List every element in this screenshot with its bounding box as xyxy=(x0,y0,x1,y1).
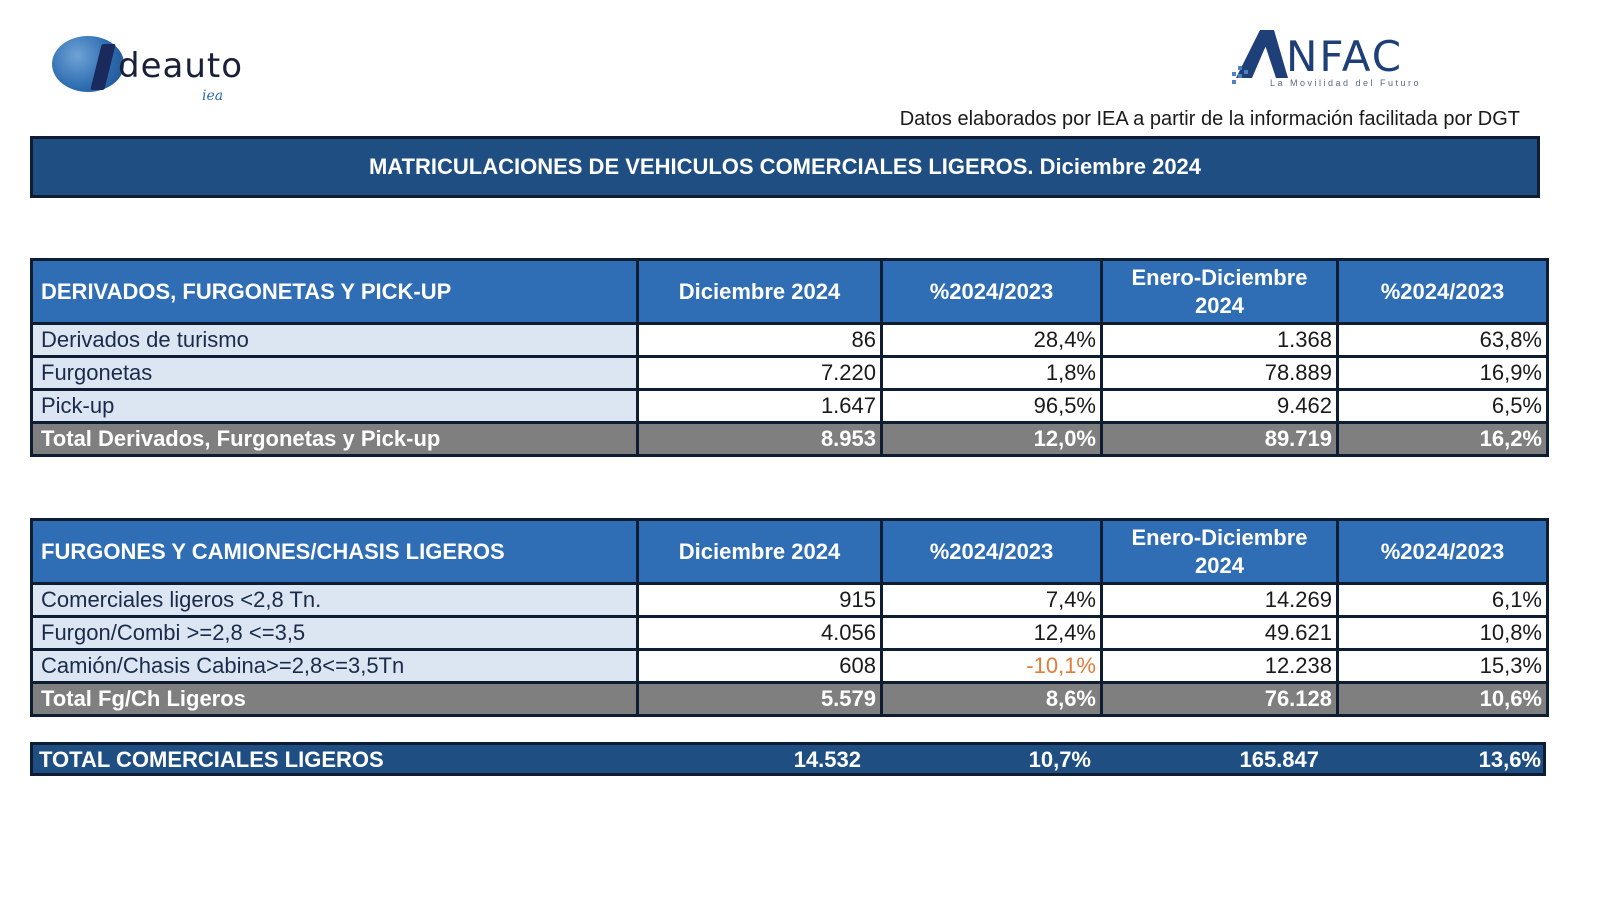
header-month: Diciembre 2024 xyxy=(636,518,883,585)
grand-total-ytd: 165.847 xyxy=(1239,747,1319,772)
table-row: Camión/Chasis Cabina>=2,8<=3,5Tn 608 -10… xyxy=(30,648,1549,684)
total-ytd-pct: 16,2% xyxy=(1336,421,1549,457)
cell-ytd: 9.462 xyxy=(1100,388,1339,424)
cell-month-pct: 96,5% xyxy=(880,388,1103,424)
cell-ytd: 14.269 xyxy=(1100,582,1339,618)
row-label: Pick-up xyxy=(30,388,639,424)
cell-ytd-pct: 63,8% xyxy=(1336,322,1549,358)
header-ytd: Enero-Diciembre 2024 xyxy=(1100,518,1339,585)
cell-ytd-pct: 16,9% xyxy=(1336,355,1549,391)
grand-total-row: TOTAL COMERCIALES LIGEROS 14.532 10,7% 1… xyxy=(30,742,1546,776)
row-label: Furgonetas xyxy=(30,355,639,391)
cell-month: 915 xyxy=(636,582,883,618)
table-total-row: Total Fg/Ch Ligeros 5.579 8,6% 76.128 10… xyxy=(30,681,1549,717)
ideauto-logo: deauto iea xyxy=(52,34,292,104)
page-title: MATRICULACIONES DE VEHICULOS COMERCIALES… xyxy=(368,154,1202,179)
cell-month: 7.220 xyxy=(636,355,883,391)
cell-month-pct: 7,4% xyxy=(880,582,1103,618)
cell-month: 1.647 xyxy=(636,388,883,424)
table-row: Derivados de turismo 86 28,4% 1.368 63,8… xyxy=(30,322,1549,358)
table-header-row: DERIVADOS, FURGONETAS Y PICK-UP Diciembr… xyxy=(30,258,1549,325)
row-label: Furgon/Combi >=2,8 <=3,5 xyxy=(30,615,639,651)
cell-month: 608 xyxy=(636,648,883,684)
table-row: Furgon/Combi >=2,8 <=3,5 4.056 12,4% 49.… xyxy=(30,615,1549,651)
total-month: 8.953 xyxy=(636,421,883,457)
total-ytd-pct: 10,6% xyxy=(1336,681,1549,717)
header-ytd: Enero-Diciembre 2024 xyxy=(1100,258,1339,325)
header-month-pct: %2024/2023 xyxy=(880,258,1103,325)
grand-total-month: 14.532 xyxy=(793,747,861,772)
header-month: Diciembre 2024 xyxy=(636,258,883,325)
row-label: Derivados de turismo xyxy=(30,322,639,358)
table-header-row: FURGONES Y CAMIONES/CHASIS LIGEROS Dicie… xyxy=(30,518,1549,585)
cell-ytd-pct: 6,5% xyxy=(1336,388,1549,424)
ideauto-wordmark: deauto xyxy=(118,46,244,86)
total-month: 5.579 xyxy=(636,681,883,717)
cell-ytd-pct: 15,3% xyxy=(1336,648,1549,684)
total-ytd: 89.719 xyxy=(1100,421,1339,457)
cell-month-pct: 12,4% xyxy=(880,615,1103,651)
table-furgones: FURGONES Y CAMIONES/CHASIS LIGEROS Dicie… xyxy=(30,518,1549,717)
cell-month: 4.056 xyxy=(636,615,883,651)
cell-month-pct: 28,4% xyxy=(880,322,1103,358)
total-label: Total Fg/Ch Ligeros xyxy=(30,681,639,717)
header-ytd-pct: %2024/2023 xyxy=(1336,258,1549,325)
total-month-pct: 12,0% xyxy=(880,421,1103,457)
total-ytd: 76.128 xyxy=(1100,681,1339,717)
header-category: FURGONES Y CAMIONES/CHASIS LIGEROS xyxy=(30,518,639,585)
anfac-wordmark: NFAC xyxy=(1286,32,1404,81)
table-row: Comerciales ligeros <2,8 Tn. 915 7,4% 14… xyxy=(30,582,1549,618)
grand-total-month-pct: 10,7% xyxy=(1028,747,1091,772)
title-banner: MATRICULACIONES DE VEHICULOS COMERCIALES… xyxy=(30,136,1540,198)
total-month-pct: 8,6% xyxy=(880,681,1103,717)
table-total-row: Total Derivados, Furgonetas y Pick-up 8.… xyxy=(30,421,1549,457)
anfac-a-icon xyxy=(1232,30,1288,84)
cell-ytd: 12.238 xyxy=(1100,648,1339,684)
row-label: Comerciales ligeros <2,8 Tn. xyxy=(30,582,639,618)
cell-ytd: 49.621 xyxy=(1100,615,1339,651)
grand-total-ytd-pct: 13,6% xyxy=(1478,747,1541,772)
cell-ytd-pct: 6,1% xyxy=(1336,582,1549,618)
cell-ytd: 78.889 xyxy=(1100,355,1339,391)
table-row: Pick-up 1.647 96,5% 9.462 6,5% xyxy=(30,388,1549,424)
table-derivados: DERIVADOS, FURGONETAS Y PICK-UP Diciembr… xyxy=(30,258,1549,457)
header-ytd-pct: %2024/2023 xyxy=(1336,518,1549,585)
cell-month-pct-negative: -10,1% xyxy=(880,648,1103,684)
ideauto-sub: iea xyxy=(202,88,224,104)
table-row: Furgonetas 7.220 1,8% 78.889 16,9% xyxy=(30,355,1549,391)
cell-month-pct: 1,8% xyxy=(880,355,1103,391)
source-note: Datos elaborados por IEA a partir de la … xyxy=(899,108,1520,130)
anfac-logo: NFAC La Movilidad del Futuro xyxy=(1230,28,1470,92)
total-label: Total Derivados, Furgonetas y Pick-up xyxy=(30,421,639,457)
header-category: DERIVADOS, FURGONETAS Y PICK-UP xyxy=(30,258,639,325)
cell-ytd-pct: 10,8% xyxy=(1336,615,1549,651)
cell-ytd: 1.368 xyxy=(1100,322,1339,358)
header-month-pct: %2024/2023 xyxy=(880,518,1103,585)
cell-month: 86 xyxy=(636,322,883,358)
row-label: Camión/Chasis Cabina>=2,8<=3,5Tn xyxy=(30,648,639,684)
anfac-tagline: La Movilidad del Futuro xyxy=(1270,78,1422,88)
grand-total-label: TOTAL COMERCIALES LIGEROS xyxy=(39,747,384,772)
